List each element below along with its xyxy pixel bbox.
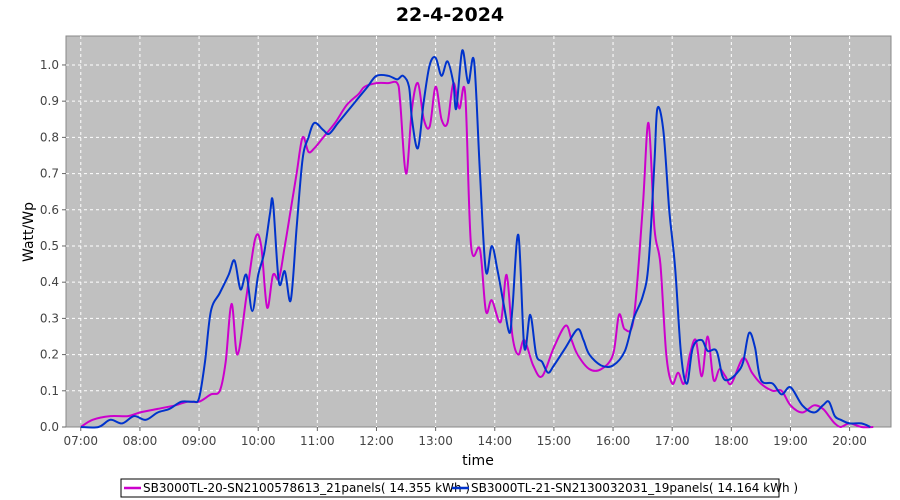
y-tick-label: 0.0 — [40, 420, 59, 434]
chart-title: 22-4-2024 — [396, 4, 504, 26]
x-tick-label: 19:00 — [773, 434, 808, 448]
y-tick-label: 0.4 — [40, 275, 59, 289]
x-tick-label: 14:00 — [477, 434, 512, 448]
x-tick-label: 18:00 — [714, 434, 749, 448]
y-axis-label: Watt/Wp — [21, 202, 37, 262]
series-line-2 — [80, 49, 871, 429]
legend: SB3000TL-20-SN2100578613_21panels( 14.35… — [124, 481, 798, 495]
x-axis-label: time — [462, 453, 494, 469]
y-tick-label: 0.2 — [40, 348, 59, 362]
legend-label-2: SB3000TL-21-SN2130032031_19panels( 14.16… — [471, 481, 798, 495]
y-tick-label: 0.3 — [40, 311, 59, 325]
x-tick-label: 08:00 — [123, 434, 158, 448]
legend-label-1: SB3000TL-20-SN2100578613_21panels( 14.35… — [143, 481, 470, 495]
grid — [66, 36, 891, 427]
y-tick-label: 0.5 — [40, 239, 59, 253]
series-line-1 — [80, 80, 874, 429]
x-tick-label: 10:00 — [241, 434, 276, 448]
x-tick-label: 17:00 — [655, 434, 690, 448]
y-tick-label: 0.8 — [40, 130, 59, 144]
legend-box — [120, 478, 780, 498]
x-axis: 07:00 08:00 09:00 10:00 11:00 12:00 13:00 14:00… — [63, 427, 867, 448]
x-tick-label: 15:00 — [537, 434, 572, 448]
y-tick-label: 0.7 — [40, 167, 59, 181]
series-lines — [80, 49, 874, 429]
x-tick-label: 07:00 — [63, 434, 98, 448]
x-tick-label: 16:00 — [596, 434, 631, 448]
x-tick-label: 11:00 — [300, 434, 335, 448]
x-tick-label: 12:00 — [359, 434, 394, 448]
y-axis: 0.0 0.1 0.2 0.3 0.4 0.5 0.6 0.7 0.8 0.9 1.0 — [40, 58, 66, 434]
plot-area — [65, 35, 892, 428]
x-tick-label: 13:00 — [418, 434, 453, 448]
y-tick-label: 0.1 — [40, 384, 59, 398]
x-tick-label: 09:00 — [182, 434, 217, 448]
y-tick-label: 0.9 — [40, 94, 59, 108]
y-tick-label: 1.0 — [40, 58, 59, 72]
x-tick-label: 20:00 — [832, 434, 867, 448]
y-tick-label: 0.6 — [40, 203, 59, 217]
